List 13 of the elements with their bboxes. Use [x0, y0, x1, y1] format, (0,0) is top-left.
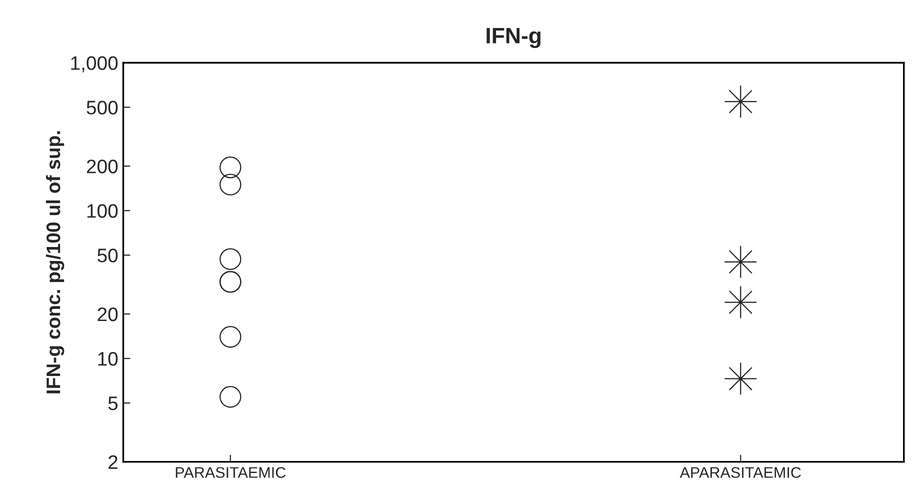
y-tick-label: 20: [98, 307, 118, 322]
y-tick-label: 5: [108, 396, 118, 410]
y-tick-label: 2: [108, 455, 118, 469]
y-tick-label: 200: [86, 160, 118, 174]
y-axis-title: IFN-g conc. pg/100 ul of sup.: [46, 131, 64, 394]
x-tick-label: PARASITAEMIC: [176, 467, 286, 478]
y-tick-label: 100: [87, 204, 118, 218]
chart-title: IFN-g: [486, 28, 540, 48]
y-tick-label: 10: [98, 352, 118, 366]
x-tick-label: APARASITAEMIC: [680, 467, 801, 478]
y-tick-label: 1,000: [71, 56, 118, 72]
y-tick-label: 500: [86, 100, 118, 114]
y-tick-label: 50: [98, 248, 118, 262]
